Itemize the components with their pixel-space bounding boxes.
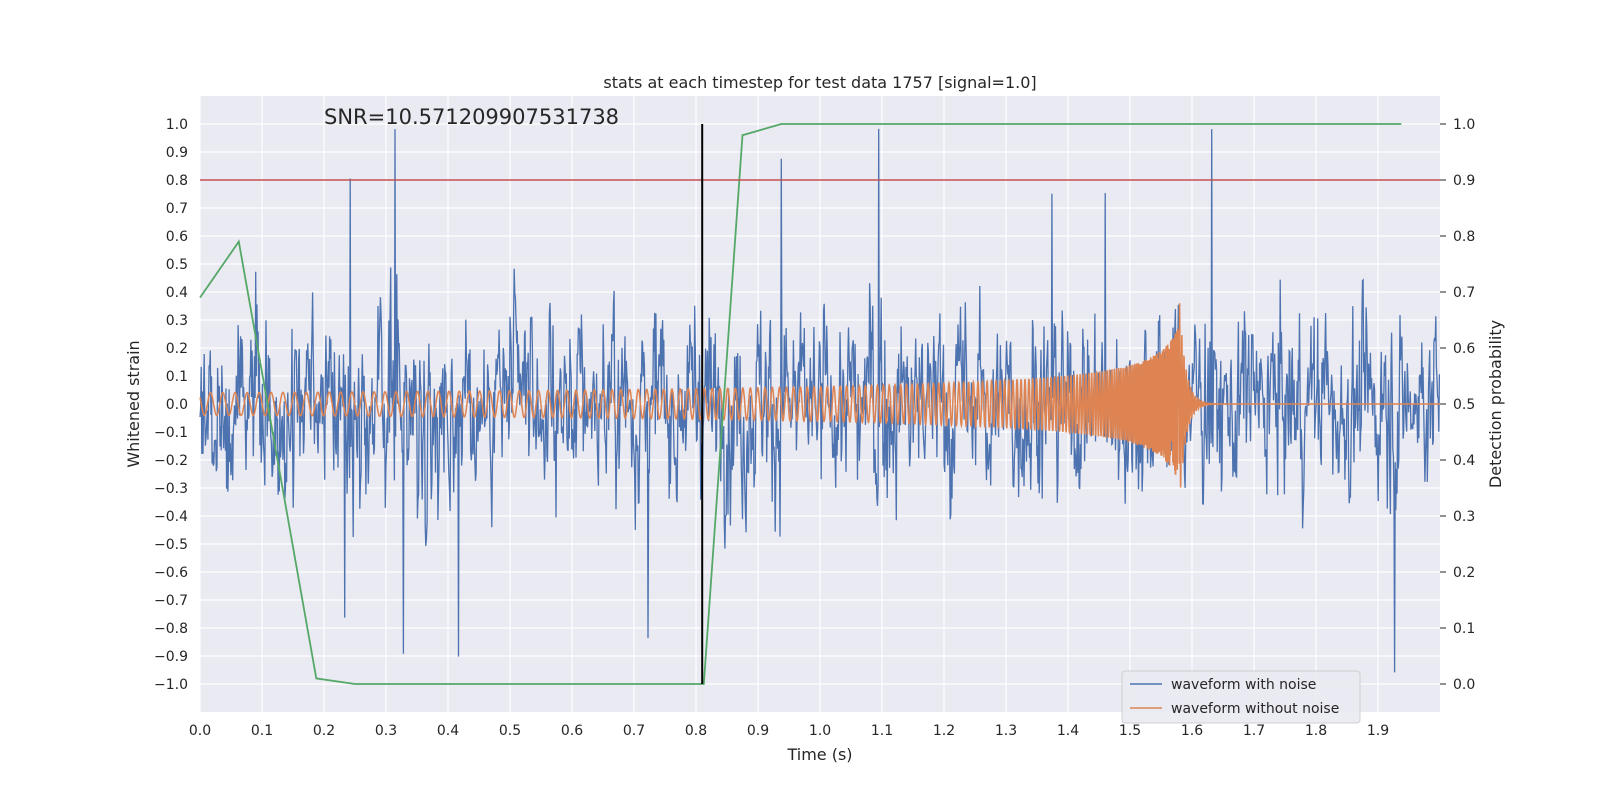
y-axis-label: Whitened strain [124, 340, 143, 467]
x-tick-label: 0.9 [747, 723, 769, 739]
y-tick-label: −0.9 [154, 649, 188, 665]
grid [199, 96, 1440, 712]
legend-label-noise: waveform with noise [1171, 677, 1316, 693]
detection-probability-line [199, 123, 1402, 685]
x-tick-label: 0.7 [623, 723, 645, 739]
y-tick-label: −0.7 [154, 593, 188, 609]
x-tick-labels: 0.0 0.1 0.2 0.3 0.4 0.5 0.6 0.7 0.8 0.9 1.0 1.1 1.2 1… [189, 723, 1389, 739]
x-tick-label: 0.2 [313, 723, 335, 739]
x-tick-label: 0.4 [437, 723, 459, 739]
y-tick-label: 0.2 [166, 341, 188, 357]
x-tick-label: 1.8 [1305, 723, 1327, 739]
waveform-with-noise-line [199, 128, 1441, 673]
x-tick-label: 0.1 [251, 723, 273, 739]
x-tick-label: 1.2 [933, 723, 955, 739]
y-tick-label: −0.3 [154, 481, 188, 497]
y-right-tick-label: 0.1 [1453, 621, 1475, 637]
y-tick-label: −0.6 [154, 565, 188, 581]
y-tick-label: 0.1 [166, 369, 188, 385]
x-tick-label: 1.7 [1243, 723, 1265, 739]
y-right-tick-label: 0.5 [1453, 397, 1475, 413]
x-axis-label: Time (s) [786, 745, 852, 764]
y-right-tick-label: 0.6 [1453, 341, 1475, 357]
snr-annotation: SNR=10.571209907531738 [324, 105, 619, 129]
x-tick-label: 1.6 [1181, 723, 1203, 739]
y-tick-label: 0.3 [166, 313, 188, 329]
x-tick-label: 0.6 [561, 723, 583, 739]
series-group-clean [199, 303, 1440, 488]
y-tick-label: −0.1 [154, 425, 188, 441]
y-tick-label: 0.5 [166, 257, 188, 273]
y-right-tick-labels: 1.0 0.9 0.8 0.7 0.6 0.5 0.4 0.3 0.2 0.1 0.0 [1440, 117, 1475, 693]
y-tick-label: −0.8 [154, 621, 188, 637]
y-tick-label: −0.5 [154, 537, 188, 553]
legend-label-clean: waveform without noise [1171, 701, 1339, 717]
y-right-tick-label: 0.0 [1453, 677, 1475, 693]
reference-lines [200, 124, 1440, 684]
x-tick-label: 0.8 [685, 723, 707, 739]
x-tick-label: 1.1 [871, 723, 893, 739]
x-tick-label: 0.5 [499, 723, 521, 739]
series-group-probability [199, 123, 1402, 685]
y-tick-label: 0.8 [166, 173, 188, 189]
y-tick-label: 0.7 [166, 201, 188, 217]
legend-box [1121, 670, 1361, 724]
x-tick-label: 0.0 [189, 723, 211, 739]
y-tick-label: −1.0 [154, 677, 188, 693]
y-right-tick-label: 0.7 [1453, 285, 1475, 301]
y-tick-label: 1.0 [166, 117, 188, 133]
chart-title: stats at each timestep for test data 175… [603, 73, 1036, 92]
x-tick-label: 1.5 [1119, 723, 1141, 739]
x-tick-label: 0.3 [375, 723, 397, 739]
y-tick-label: 0.9 [166, 145, 188, 161]
y-tick-label: 0.4 [166, 285, 188, 301]
y-right-tick-label: 0.4 [1453, 453, 1475, 469]
series-group-noise [199, 128, 1441, 673]
waveform-without-noise-line [199, 303, 1440, 488]
y-tick-labels: 1.0 0.9 0.8 0.7 0.6 0.5 0.4 0.3 0.2 0.1 0.0 −0.1 −0.… [154, 117, 188, 693]
x-tick-label: 1.9 [1367, 723, 1389, 739]
y-right-tick-label: 0.2 [1453, 565, 1475, 581]
y-right-axis-label: Detection probability [1486, 320, 1505, 488]
y-tick-label: −0.4 [154, 509, 188, 525]
y-right-tick-label: 0.8 [1453, 229, 1475, 245]
x-tick-label: 1.3 [995, 723, 1017, 739]
y-right-tick-label: 1.0 [1453, 117, 1475, 133]
y-tick-label: −0.2 [154, 453, 188, 469]
x-tick-label: 1.4 [1057, 723, 1079, 739]
legend: waveform with noise waveform without noi… [1121, 670, 1361, 724]
x-tick-label: 1.0 [809, 723, 831, 739]
y-right-tick-label: 0.3 [1453, 509, 1475, 525]
y-tick-label: 0.0 [166, 397, 188, 413]
y-tick-label: 0.6 [166, 229, 188, 245]
y-right-tick-label: 0.9 [1453, 173, 1475, 189]
